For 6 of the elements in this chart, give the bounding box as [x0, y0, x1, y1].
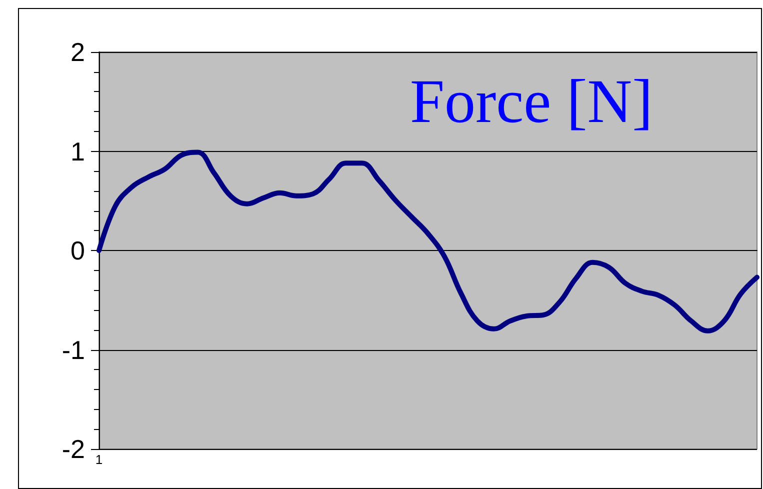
y-tick-label: -2: [62, 434, 85, 464]
y-tick-label: 1: [70, 136, 85, 166]
y-tick-label: -1: [62, 334, 85, 365]
y-tick-label: 2: [70, 37, 85, 67]
chart-title: Force [N]: [410, 68, 653, 136]
y-tick-label: 0: [70, 236, 85, 266]
